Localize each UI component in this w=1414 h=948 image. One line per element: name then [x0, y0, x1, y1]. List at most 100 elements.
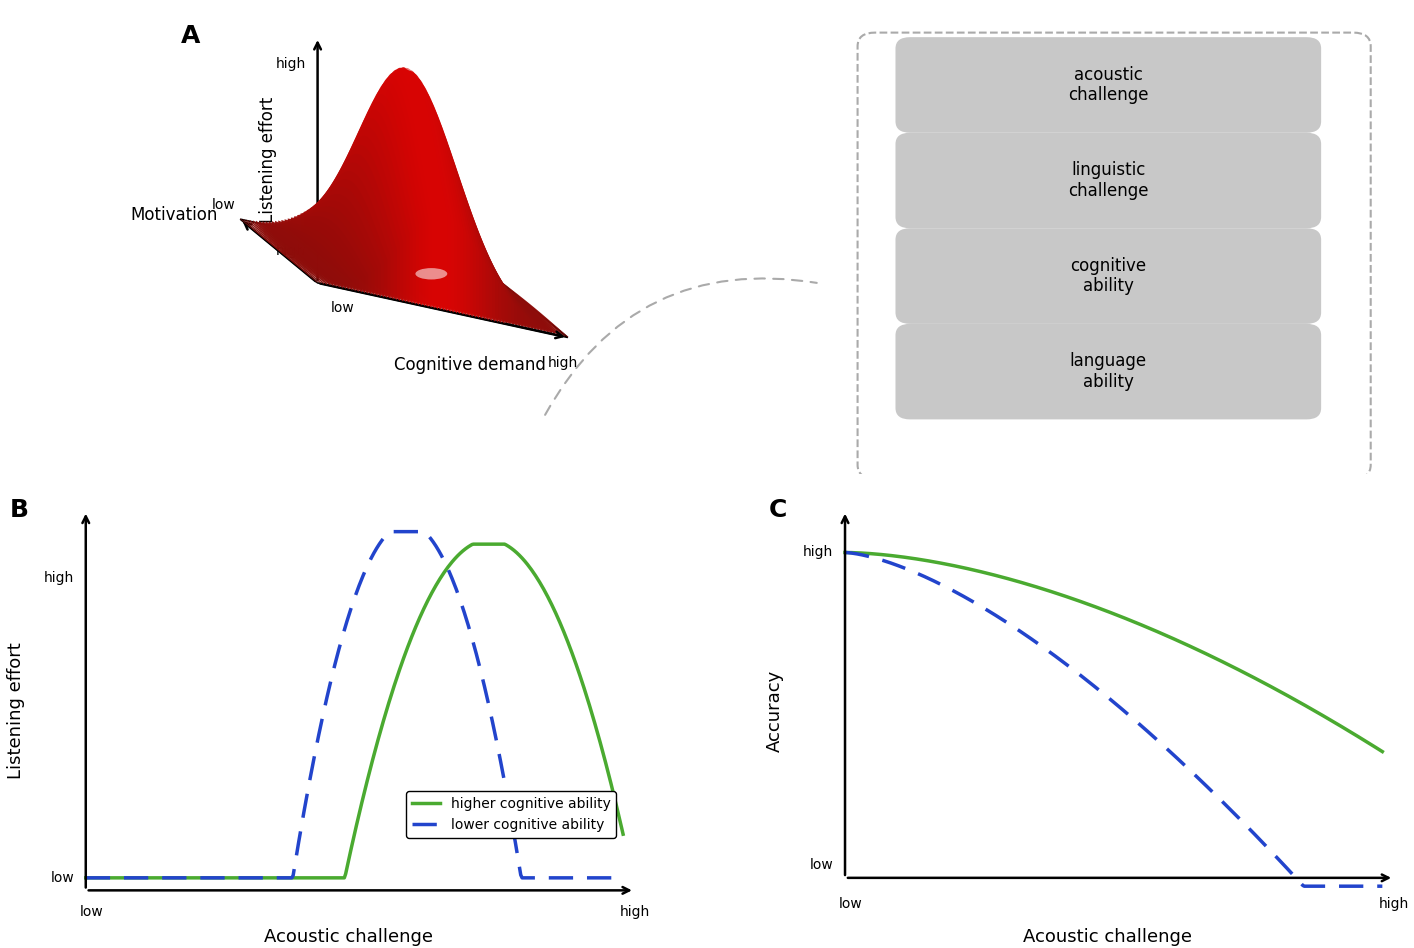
Polygon shape — [281, 220, 359, 292]
Polygon shape — [312, 172, 390, 299]
Text: high: high — [276, 58, 307, 71]
FancyBboxPatch shape — [895, 37, 1321, 133]
X-axis label: Acoustic challenge: Acoustic challenge — [1024, 928, 1192, 946]
Text: Listening effort: Listening effort — [259, 97, 277, 223]
Text: Cognitive demand: Cognitive demand — [395, 356, 546, 374]
Polygon shape — [345, 87, 423, 305]
Text: low: low — [212, 198, 236, 212]
Polygon shape — [481, 270, 559, 336]
Polygon shape — [430, 228, 508, 324]
Text: low: low — [839, 897, 863, 911]
Text: low: low — [79, 905, 103, 919]
Text: Accuracy: Accuracy — [766, 670, 783, 752]
Polygon shape — [332, 118, 410, 303]
Polygon shape — [263, 221, 339, 288]
Polygon shape — [300, 201, 378, 296]
Text: low: low — [51, 871, 74, 884]
Polygon shape — [465, 264, 543, 332]
Polygon shape — [399, 133, 477, 318]
Polygon shape — [370, 70, 447, 311]
Polygon shape — [421, 204, 498, 322]
Text: Listening effort: Listening effort — [7, 643, 24, 779]
FancyBboxPatch shape — [895, 228, 1321, 324]
Polygon shape — [342, 94, 419, 305]
Polygon shape — [240, 218, 318, 283]
Text: high: high — [619, 905, 650, 919]
Polygon shape — [307, 187, 385, 298]
Polygon shape — [297, 207, 375, 296]
Polygon shape — [373, 73, 451, 312]
Polygon shape — [427, 221, 505, 323]
Polygon shape — [404, 154, 482, 319]
Polygon shape — [414, 184, 492, 321]
Polygon shape — [475, 268, 551, 334]
Polygon shape — [250, 220, 327, 285]
Polygon shape — [471, 267, 549, 334]
Polygon shape — [259, 221, 337, 287]
Polygon shape — [402, 143, 479, 319]
Text: high: high — [1379, 897, 1410, 911]
Text: low: low — [283, 244, 307, 258]
Text: B: B — [10, 499, 28, 522]
Polygon shape — [363, 67, 441, 310]
Polygon shape — [294, 211, 372, 295]
Polygon shape — [335, 110, 413, 303]
Polygon shape — [310, 179, 387, 298]
Polygon shape — [491, 273, 568, 337]
Text: C: C — [769, 499, 788, 522]
Polygon shape — [291, 216, 368, 294]
Polygon shape — [329, 127, 406, 302]
Polygon shape — [396, 123, 472, 317]
Polygon shape — [287, 218, 365, 293]
Polygon shape — [424, 212, 502, 323]
Polygon shape — [488, 272, 564, 337]
Text: linguistic
challenge: linguistic challenge — [1068, 161, 1148, 200]
Polygon shape — [478, 269, 556, 335]
Polygon shape — [443, 252, 520, 327]
Text: low: low — [810, 858, 833, 872]
Text: A: A — [181, 24, 201, 47]
Text: language
ability: language ability — [1070, 353, 1147, 391]
Text: high: high — [803, 545, 833, 559]
Polygon shape — [240, 219, 568, 337]
Polygon shape — [409, 164, 485, 319]
Polygon shape — [246, 220, 324, 284]
Legend: higher cognitive ability, lower cognitive ability: higher cognitive ability, lower cognitiv… — [406, 792, 617, 837]
Polygon shape — [462, 264, 539, 331]
Text: acoustic
challenge: acoustic challenge — [1068, 65, 1148, 104]
Polygon shape — [447, 255, 523, 328]
Text: cognitive
ability: cognitive ability — [1070, 257, 1147, 296]
Polygon shape — [304, 194, 380, 297]
Polygon shape — [484, 271, 561, 337]
Polygon shape — [338, 101, 416, 304]
Polygon shape — [276, 221, 352, 290]
Polygon shape — [392, 114, 469, 316]
Polygon shape — [383, 89, 460, 314]
Polygon shape — [389, 104, 467, 316]
Polygon shape — [452, 259, 530, 329]
Polygon shape — [322, 145, 400, 301]
Polygon shape — [243, 219, 321, 283]
Polygon shape — [253, 220, 331, 285]
Polygon shape — [358, 69, 434, 308]
Polygon shape — [284, 219, 362, 293]
Polygon shape — [379, 82, 457, 313]
Polygon shape — [468, 266, 546, 333]
Text: Motivation: Motivation — [130, 206, 218, 224]
Polygon shape — [269, 221, 346, 289]
Text: high: high — [276, 244, 307, 258]
Text: high: high — [549, 356, 578, 370]
Polygon shape — [368, 68, 444, 311]
Polygon shape — [411, 173, 489, 320]
Polygon shape — [440, 248, 518, 326]
Polygon shape — [455, 260, 533, 330]
Polygon shape — [320, 154, 397, 301]
Polygon shape — [317, 163, 393, 300]
Polygon shape — [458, 262, 536, 331]
Text: low: low — [331, 301, 355, 315]
X-axis label: Acoustic challenge: Acoustic challenge — [264, 928, 433, 946]
Ellipse shape — [403, 56, 431, 72]
Polygon shape — [355, 72, 431, 308]
Polygon shape — [348, 82, 426, 306]
Polygon shape — [437, 243, 515, 326]
